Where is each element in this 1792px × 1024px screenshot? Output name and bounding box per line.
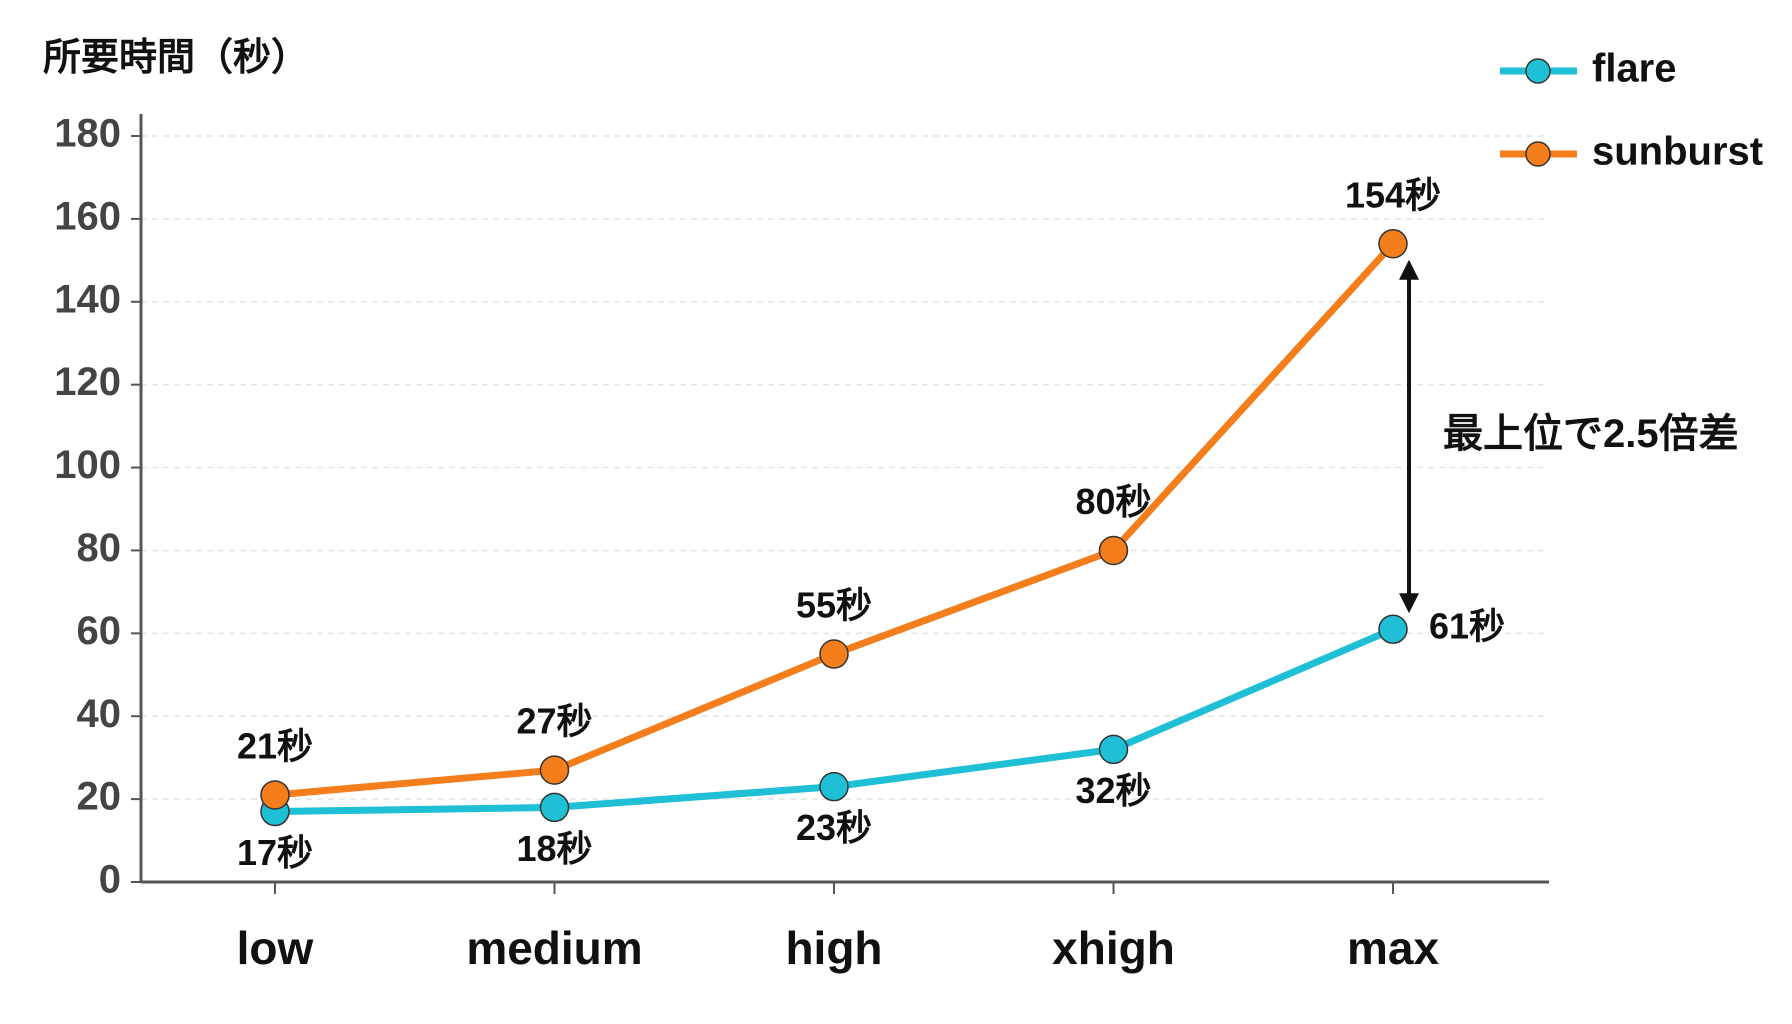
point: [1098, 535, 1129, 566]
y-tick-label: 140: [54, 277, 121, 321]
data-label: 61秒: [1429, 606, 1505, 647]
data-label: 154秒: [1345, 174, 1441, 215]
data-label: 23秒: [796, 807, 872, 848]
legend-marker: [1525, 58, 1551, 84]
point: [819, 639, 849, 669]
y-tick-label: 180: [54, 112, 121, 156]
point: [539, 792, 570, 823]
data-label: 32秒: [1075, 770, 1151, 811]
y-tick-label: 20: [77, 775, 122, 819]
legend-label: sunburst: [1592, 130, 1763, 174]
point: [1098, 734, 1129, 765]
y-tick-label: 80: [77, 526, 122, 570]
y-axis-title: 所要時間（秒）: [43, 37, 309, 79]
x-tick-label: low: [237, 922, 314, 974]
data-label: 27秒: [516, 701, 592, 742]
legend-label: flare: [1592, 47, 1677, 91]
data-label: 80秒: [1075, 481, 1151, 522]
y-tick-label: 100: [54, 443, 121, 487]
point: [260, 780, 290, 810]
series-line: [274, 241, 1396, 799]
data-label: 55秒: [796, 585, 872, 626]
y-tick-label: 120: [54, 360, 121, 404]
y-tick-label: 0: [99, 858, 121, 902]
x-tick-label: max: [1347, 922, 1439, 974]
data-label: 21秒: [237, 725, 313, 766]
legend-marker: [1525, 141, 1551, 167]
x-tick-label: medium: [466, 922, 642, 974]
x-tick-label: high: [785, 922, 882, 974]
y-tick-label: 160: [54, 194, 121, 238]
annotation: 最上位で2.5倍差: [1443, 412, 1739, 456]
data-label: 18秒: [516, 828, 592, 869]
y-tick-label: 40: [77, 692, 122, 736]
point: [1378, 229, 1408, 259]
x-tick-label: xhigh: [1052, 922, 1175, 974]
y-tick-label: 60: [77, 609, 122, 653]
point: [539, 755, 570, 785]
point: [1378, 614, 1408, 644]
data-label: 17秒: [237, 832, 313, 873]
point: [819, 771, 849, 802]
